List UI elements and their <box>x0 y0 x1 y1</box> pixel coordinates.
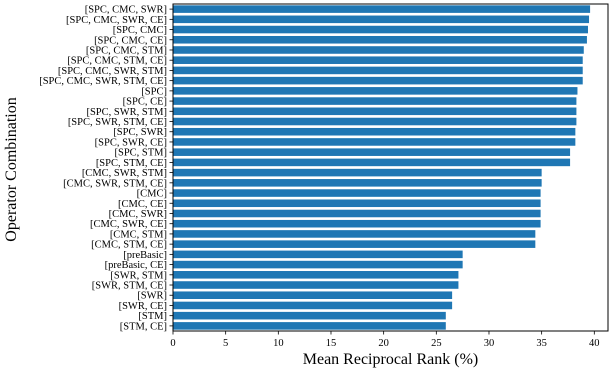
x-tick-label: 35 <box>536 338 547 349</box>
bar <box>173 199 541 208</box>
bar <box>173 35 587 44</box>
bar <box>173 87 578 95</box>
bar <box>173 76 583 85</box>
bar <box>173 189 541 197</box>
bar <box>173 148 571 156</box>
axes-frame <box>172 3 609 332</box>
bar <box>173 127 576 136</box>
x-tick-label: 25 <box>431 338 442 349</box>
y-tick-label: [SPC, CMC, SWR, CE] <box>66 15 167 26</box>
y-tick-label: [SWR, STM] <box>110 270 167 281</box>
bar <box>173 66 583 75</box>
y-tick-label: [preBasic, CE] <box>105 260 167 271</box>
bar <box>173 168 542 177</box>
x-tick-label: 15 <box>326 338 337 349</box>
bar <box>173 281 459 289</box>
bar <box>173 138 576 146</box>
y-tick-label: [SPC, CMC, SWR] <box>85 5 167 16</box>
y-tick-label: [SWR] <box>137 291 167 302</box>
bar <box>173 25 588 34</box>
bar <box>173 260 463 269</box>
x-tick-label: 10 <box>273 338 284 349</box>
y-tick-label: [SPC, CMC, CE] <box>94 35 167 46</box>
y-tick-label: [SPC, CE] <box>123 97 167 108</box>
bar <box>173 219 541 228</box>
y-axis-label: Operator Combination <box>3 97 20 241</box>
bar <box>173 56 583 64</box>
x-tick-label: 5 <box>223 338 228 349</box>
y-tick-label: [SPC, CMC, SWR, STM] <box>58 66 167 77</box>
y-tick-label: [SPC, SWR, STM, CE] <box>68 117 167 128</box>
x-axis-label: Mean Reciprocal Rank (%) <box>303 351 478 368</box>
bar <box>173 97 577 105</box>
bar <box>173 5 591 13</box>
bar <box>173 46 584 54</box>
bar <box>173 311 446 320</box>
bar <box>173 15 590 24</box>
bar <box>173 107 577 116</box>
bar <box>173 271 459 279</box>
y-tick-label: [SPC, CMC, STM] <box>86 45 167 56</box>
y-tick-label: [CMC, SWR, STM, CE] <box>63 178 167 189</box>
bar <box>173 179 542 187</box>
bar <box>173 158 571 167</box>
x-tick-label: 40 <box>589 338 600 349</box>
bar <box>173 291 453 300</box>
bar <box>173 209 541 218</box>
bar <box>173 250 463 259</box>
y-tick-label: [CMC, SWR] <box>109 209 167 220</box>
bar <box>173 117 577 126</box>
x-tick-label: 0 <box>170 338 175 349</box>
y-tick-label: [CMC, SWR, CE] <box>90 219 167 230</box>
y-tick-label: [SPC, SWR, STM] <box>86 107 167 118</box>
y-tick-label: [CMC] <box>137 189 167 200</box>
y-tick-label: [CMC, STM, CE] <box>91 240 167 251</box>
y-tick-label: [preBasic] <box>123 250 167 261</box>
bar <box>173 301 453 310</box>
y-tick-label: [CMC, STM] <box>110 229 167 240</box>
x-tick-label: 20 <box>378 338 389 349</box>
y-tick-label: [STM] <box>138 311 167 322</box>
y-tick-label: [SWR, CE] <box>119 301 167 312</box>
y-tick-label: [SPC, SWR] <box>113 127 167 138</box>
bar <box>173 322 446 330</box>
x-tick-label: 30 <box>484 338 495 349</box>
bars-group <box>173 5 591 330</box>
y-tick-label: [SWR, STM, CE] <box>92 281 167 292</box>
bar <box>173 230 536 238</box>
y-tick-label: [SPC, CMC, SWR, STM, CE] <box>39 76 167 87</box>
y-ticks-group: [SPC, CMC, SWR][SPC, CMC, SWR, CE][SPC, … <box>39 5 173 332</box>
bar <box>173 240 536 248</box>
y-tick-label: [SPC, STM] <box>114 148 167 159</box>
y-tick-label: [STM, CE] <box>120 321 167 332</box>
y-tick-label: [CMC, CE] <box>118 199 167 210</box>
y-tick-label: [SPC, CMC, STM, CE] <box>67 56 167 67</box>
y-tick-label: [CMC, SWR, STM] <box>82 168 167 179</box>
y-tick-label: [SPC] <box>141 86 167 97</box>
y-tick-label: [SPC, SWR, CE] <box>95 137 167 148</box>
x-ticks-group: 0 5 10 15 20 25 30 35 40 <box>170 331 600 349</box>
y-tick-label: [SPC, CMC] <box>113 25 167 36</box>
y-tick-label: [SPC, STM, CE] <box>96 158 167 169</box>
